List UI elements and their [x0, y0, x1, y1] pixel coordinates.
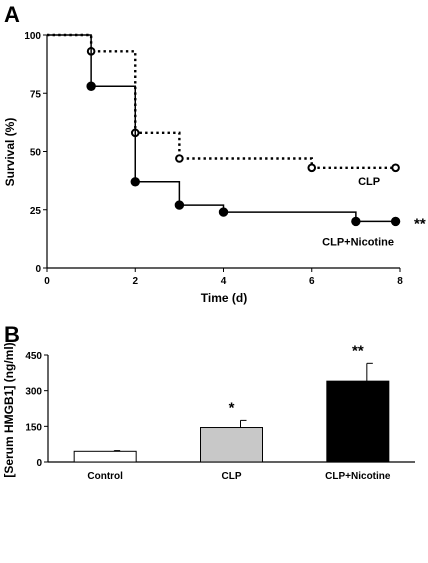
panel-a-label: A	[4, 2, 20, 27]
survival-y-tick-label: 75	[30, 89, 42, 100]
survival-y-tick-label: 100	[24, 31, 41, 42]
category-label-control: Control	[87, 471, 123, 482]
survival-x-axis-label: Time (d)	[201, 291, 247, 305]
clp-nicotine-survival-point	[351, 216, 361, 227]
clp-nicotine-survival-point	[130, 177, 140, 187]
bar-clp	[200, 427, 263, 463]
clp-nicotine-survival-point	[86, 81, 96, 91]
clp-nicotine-survival-line	[47, 34, 400, 223]
survival-y-axis-label: Survival (%)	[3, 118, 17, 187]
survival-x-tick-label: 6	[309, 276, 315, 287]
hmgb1-chart: [Serum HMGB1] (ng/ml) 0 150 300 450 Control C…	[2, 342, 415, 482]
clp-survival-point	[307, 163, 317, 173]
survival-y-tick-label: 50	[30, 148, 42, 159]
survival-x-tick-label: 4	[221, 276, 227, 287]
survival-x-tick-label: 2	[132, 276, 138, 287]
panel-b-label: B	[4, 322, 20, 347]
clp-survival-point	[391, 163, 400, 173]
category-label-clp-nicotine: CLP+Nicotine	[325, 471, 391, 482]
category-label-clp: CLP	[222, 471, 242, 482]
clp-nicotine-survival-point	[218, 207, 229, 217]
clp-survival-point	[175, 154, 184, 163]
hmgb1-y-tick-label: 150	[25, 422, 42, 433]
clp-nicotine-series-label: CLP+Nicotine	[322, 236, 394, 248]
survival-x-tick-label: 8	[397, 276, 403, 287]
survival-y-tick-label: 0	[35, 264, 41, 275]
bar-control	[73, 450, 137, 463]
clp-series-label: CLP	[358, 176, 380, 188]
bar-clp-nicotine	[326, 380, 390, 463]
clp-survival-line	[47, 33, 400, 170]
survival-chart: Survival (%) Time (d) 0 25 50 75 100 0 2 4 6 8 CLP…	[3, 31, 426, 305]
clp-nicotine-survival-point	[390, 216, 401, 227]
survival-x-tick-label: 0	[44, 276, 50, 287]
clp-nicotine-survival-point	[174, 200, 185, 210]
hmgb1-y-axis-label: [Serum HMGB1] (ng/ml)	[2, 342, 16, 477]
significance-clp: *	[229, 399, 235, 416]
hmgb1-y-tick-label: 450	[25, 351, 42, 362]
survival-significance-marker: **	[414, 215, 426, 232]
survival-y-tick-label: 25	[30, 206, 42, 217]
hmgb1-y-tick-label: 300	[25, 387, 42, 398]
hmgb1-y-tick-label: 0	[36, 458, 42, 469]
significance-clp-nicotine: **	[352, 342, 364, 359]
